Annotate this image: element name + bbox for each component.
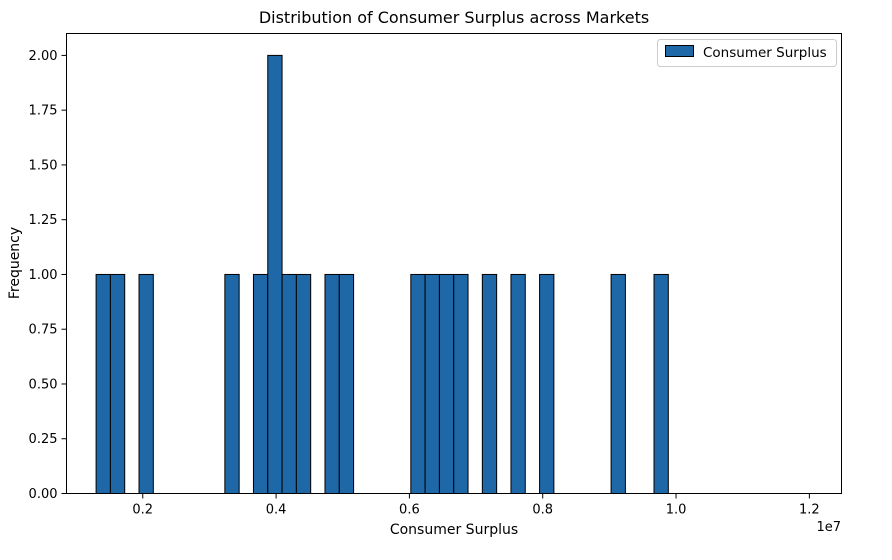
legend: Consumer Surplus xyxy=(657,39,837,67)
histogram-bar xyxy=(138,273,154,495)
y-tick-label: 1.75 xyxy=(29,104,58,119)
y-tick-label: 0.25 xyxy=(29,432,58,447)
x-tick-label: 0.4 xyxy=(266,503,287,518)
histogram-bar xyxy=(109,273,126,495)
histogram-bar xyxy=(281,273,297,495)
histogram-bar xyxy=(95,273,111,495)
x-axis-ticks: 0.2 0.4 0.6 0.8 1.0 1.2 xyxy=(132,493,820,518)
histogram-bar xyxy=(453,273,469,495)
histogram-bar xyxy=(324,273,340,495)
x-tick-label: 0.6 xyxy=(399,503,420,518)
x-tick-label: 1.0 xyxy=(666,503,687,518)
x-tick-label: 1.2 xyxy=(799,503,820,518)
plot-area-frame xyxy=(66,33,842,494)
histogram-bar xyxy=(224,273,240,495)
histogram-bar xyxy=(610,273,626,495)
chart-title: Distribution of Consumer Surplus across … xyxy=(259,8,649,27)
x-axis-label: Consumer Surplus xyxy=(390,522,518,538)
histogram-bar xyxy=(539,273,555,495)
y-tick-label: 2.00 xyxy=(29,49,58,64)
histogram-bar xyxy=(653,273,669,495)
legend-swatch xyxy=(665,45,694,57)
y-tick-label: 1.25 xyxy=(29,213,58,228)
x-axis-offset-label: 1e7 xyxy=(816,520,841,535)
x-tick-label: 0.2 xyxy=(132,503,153,518)
y-tick-label: 1.00 xyxy=(29,268,58,283)
y-tick-label: 1.50 xyxy=(29,158,58,173)
histogram-bar xyxy=(252,273,269,495)
y-axis-label: Frequency xyxy=(7,227,23,299)
y-tick-label: 0.00 xyxy=(29,487,58,502)
histogram-bar xyxy=(510,273,526,495)
bars-layer xyxy=(95,54,669,495)
legend-frame xyxy=(657,39,837,67)
legend-label: Consumer Surplus xyxy=(703,45,827,61)
histogram-bar xyxy=(438,273,455,495)
histogram-bar xyxy=(295,273,312,495)
y-tick-label: 0.50 xyxy=(29,377,58,392)
histogram-bar xyxy=(481,273,498,495)
histogram-bar xyxy=(410,273,426,495)
histogram-bar xyxy=(424,273,440,495)
y-tick-label: 0.75 xyxy=(29,323,58,338)
histogram-bar xyxy=(267,54,283,495)
x-tick-label: 0.8 xyxy=(532,503,553,518)
histogram-bar xyxy=(338,273,355,495)
y-axis-ticks: 0.00 0.25 0.50 0.75 1.00 1.25 1.50 1.75 2.00 xyxy=(29,49,67,502)
